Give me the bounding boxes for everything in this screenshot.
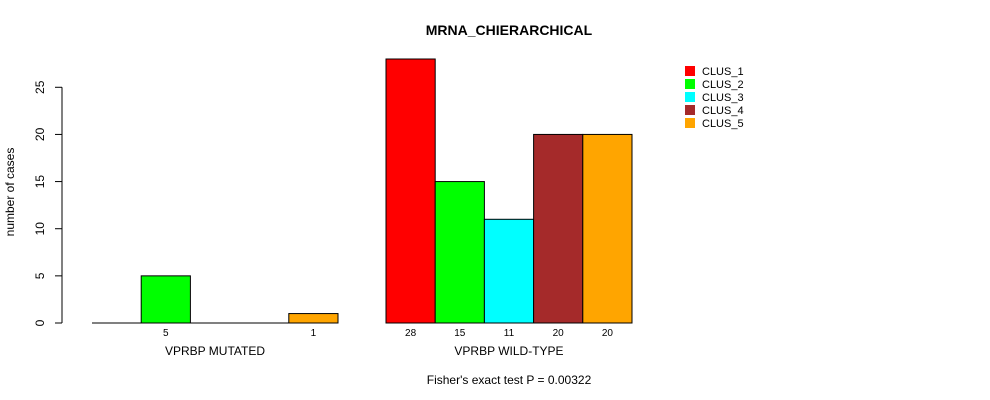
fisher-test-footer: Fisher's exact test P = 0.00322 — [427, 373, 592, 387]
group-label: VPRBP WILD-TYPE — [454, 344, 563, 358]
legend-label-clus_3: CLUS_3 — [702, 92, 744, 104]
count-label: 28 — [405, 328, 417, 339]
legend-swatch-clus_2 — [685, 79, 695, 89]
group-label: VPRBP MUTATED — [165, 344, 265, 358]
count-label: 20 — [602, 328, 614, 339]
count-label: 5 — [163, 328, 169, 339]
bar-vprbp-wild-type-clus_2 — [434, 181, 485, 324]
y-tick-label: 0 — [33, 319, 47, 326]
count-label: 1 — [311, 328, 317, 339]
bar-vprbp-wild-type-clus_1 — [385, 58, 436, 324]
y-tick-label: 20 — [33, 127, 47, 141]
legend-label-clus_5: CLUS_5 — [702, 118, 744, 130]
y-tick-label: 15 — [33, 175, 47, 189]
legend-swatch-clus_4 — [685, 105, 695, 115]
legend-swatch-clus_1 — [685, 66, 695, 76]
y-axis-label: number of cases — [3, 148, 17, 237]
bars — [92, 58, 633, 324]
count-labels: 5 1 28 15 11 20 20 — [163, 328, 613, 339]
legend-label-clus_4: CLUS_4 — [702, 105, 744, 117]
count-label: 15 — [454, 328, 466, 339]
bar-vprbp-wild-type-clus_5 — [582, 133, 633, 324]
y-axis: 0 5 10 15 20 25 — [33, 80, 63, 326]
legend-swatch-clus_5 — [685, 118, 695, 128]
bar-vprbp-wild-type-clus_4 — [533, 133, 584, 324]
legend-swatch-clus_3 — [685, 92, 695, 102]
count-label: 20 — [553, 328, 565, 339]
count-label: 11 — [504, 328, 515, 339]
bar-vprbp-wild-type-clus_3 — [483, 218, 535, 324]
legend-label-clus_1: CLUS_1 — [702, 66, 744, 78]
group-labels: VPRBP MUTATED VPRBP WILD-TYPE — [165, 344, 564, 358]
legend-label-clus_2: CLUS_2 — [702, 79, 744, 91]
y-tick-label: 10 — [33, 222, 47, 236]
bar-vprbp-mutated-clus_5 — [288, 313, 339, 324]
bar-vprbp-mutated-clus_2 — [140, 275, 191, 324]
y-tick-label: 25 — [33, 80, 47, 94]
chart-title: MRNA_CHIERARCHICAL — [426, 22, 593, 38]
y-tick-label: 5 — [33, 272, 47, 279]
